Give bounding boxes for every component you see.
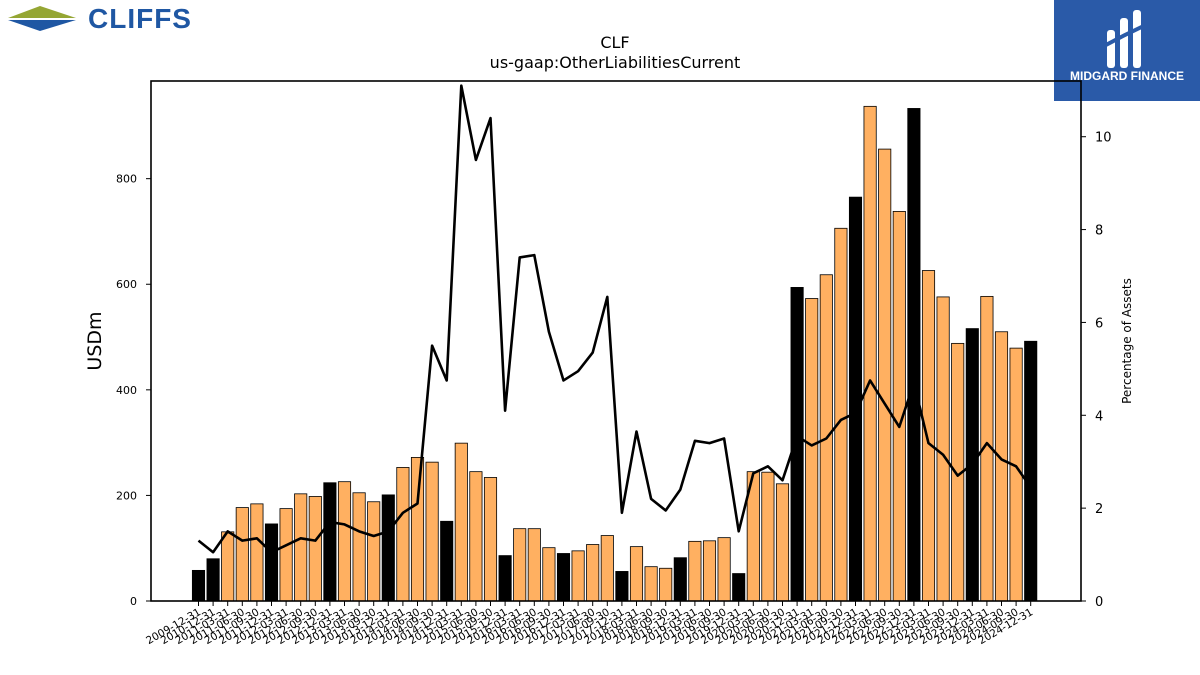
bar-2021-12-31: [848, 196, 863, 602]
bar-2017-09-30: [600, 535, 614, 602]
bar-2016-06-30: [527, 528, 541, 602]
chart-title: CLF: [600, 33, 629, 52]
bar-2022-09-30: [892, 210, 906, 602]
y2-axis-label: Percentage of Assets: [1120, 278, 1134, 404]
midgard-logo-swoosh: [1103, 22, 1149, 48]
percent-line-series: [197, 84, 1032, 554]
cliffs-logo-green-chevron: [8, 6, 76, 18]
bar-2022-03-31: [863, 105, 877, 602]
bar-2021-03-31: [805, 298, 819, 602]
bar-2012-03-31: [279, 508, 293, 602]
bar-2019-09-30: [717, 537, 731, 602]
bar-2019-12-31: [732, 573, 746, 602]
bar-2016-09-30: [542, 547, 556, 602]
bar-2022-06-30: [878, 148, 892, 602]
bar-2013-12-31: [381, 494, 395, 602]
bar-2013-09-30: [367, 501, 381, 602]
percent-line: [197, 84, 1032, 554]
y2-tick-label: 4: [1095, 409, 1103, 424]
y-axis-label: USDm: [84, 311, 106, 370]
bar-series: [191, 105, 1038, 602]
bar-2012-12-31: [323, 482, 337, 602]
midgard-finance-logo: MIDGARD FINANCE: [1054, 0, 1200, 101]
bar-2015-09-30: [483, 477, 498, 602]
y-tick-label: 200: [116, 489, 137, 502]
y2-tick-label: 2: [1095, 502, 1103, 517]
bar-2023-03-31: [921, 270, 936, 602]
bar-2014-12-31: [440, 520, 454, 602]
y-tick-label: 800: [116, 173, 137, 186]
midgard-logo-pillar-2: [1120, 18, 1128, 68]
y-tick-label: 0: [130, 595, 137, 608]
bar-2016-03-31: [513, 528, 527, 602]
bar-2015-12-31: [498, 555, 512, 602]
bar-2011-12-31: [264, 523, 279, 602]
y2-tick-label: 0: [1095, 595, 1103, 610]
midgard-logo-text: MIDGARD FINANCE: [1070, 69, 1184, 83]
bar-2019-06-30: [702, 540, 717, 602]
bar-2024-12-31: [1024, 340, 1038, 602]
bar-2020-09-30: [775, 483, 790, 602]
bar-2014-09-30: [425, 461, 439, 602]
bar-2012-06-30: [294, 493, 308, 602]
bar-2018-06-30: [644, 566, 658, 602]
bar-2017-06-30: [586, 544, 600, 602]
bar-2018-12-31: [673, 557, 687, 602]
cliffs-logo-mark: CLIFFS: [8, 3, 192, 34]
midgard-logo-pillar-3: [1133, 10, 1141, 68]
bar-2015-06-30: [469, 471, 483, 602]
cliffs-logo: CLIFFS: [0, 0, 260, 40]
bar-2014-03-31: [396, 467, 410, 602]
bar-2022-12-31: [907, 108, 921, 602]
bar-2010-12-31: [206, 558, 220, 602]
bar-2021-09-30: [834, 227, 848, 602]
bar-2011-06-30: [235, 507, 249, 602]
bar-2015-03-31: [454, 442, 468, 602]
y2-tick-label: 8: [1095, 224, 1103, 239]
y-tick-label: 400: [116, 384, 137, 397]
bar-2024-06-30: [994, 331, 1009, 602]
bar-2018-03-31: [629, 546, 644, 602]
bar-2011-09-30: [250, 503, 264, 602]
bar-2013-06-30: [352, 492, 366, 602]
bar-2013-03-31: [337, 481, 352, 602]
cliffs-logo-blue-chevron: [8, 20, 76, 31]
bar-2014-06-30: [410, 457, 425, 602]
chart-subtitle: us-gaap:OtherLiabilitiesCurrent: [490, 53, 741, 72]
bar-2016-12-31: [556, 553, 571, 602]
y-tick-label: 600: [116, 278, 137, 291]
bar-2012-09-30: [308, 496, 322, 602]
bar-2017-03-31: [571, 550, 585, 602]
bar-2023-06-30: [936, 296, 950, 602]
axes: 020040060080002468102009-12-312010-12-31…: [116, 80, 1112, 647]
bar-2020-06-30: [761, 471, 775, 602]
cliffs-logo-text: CLIFFS: [88, 3, 192, 34]
bar-2018-09-30: [659, 567, 673, 602]
bar-2017-12-31: [615, 571, 629, 602]
bar-2020-12-31: [790, 287, 804, 602]
bar-2011-03-31: [221, 531, 235, 602]
y2-tick-label: 10: [1095, 131, 1112, 146]
bar-2019-03-31: [688, 540, 702, 602]
bar-2009-12-31: [191, 569, 206, 602]
midgard-finance-logo-mark: MIDGARD FINANCE: [1070, 10, 1184, 83]
plot-frame: [150, 80, 1082, 602]
y2-tick-label: 6: [1095, 316, 1103, 331]
